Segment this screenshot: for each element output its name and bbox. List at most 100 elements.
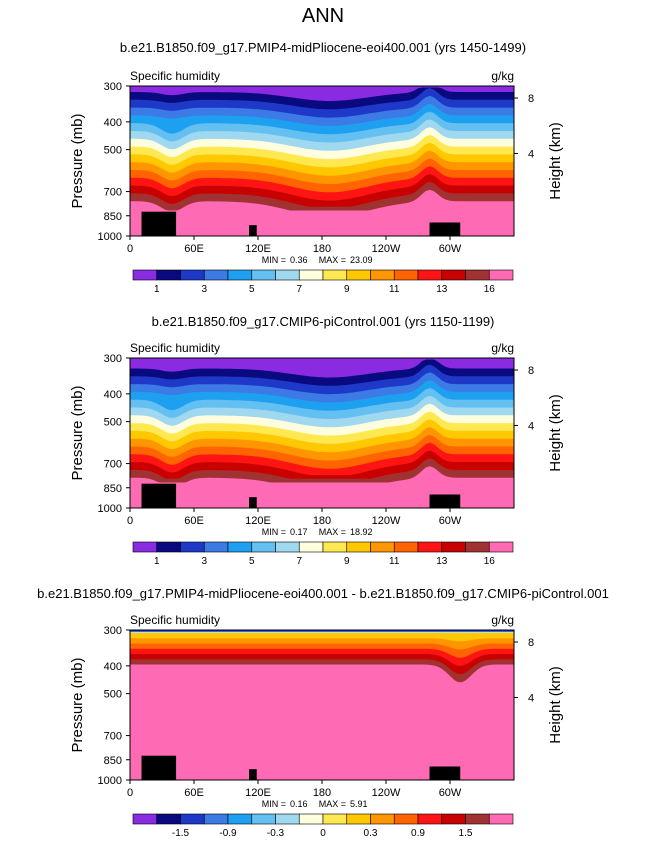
max-value: 5.91 [350,799,368,809]
colorbar-swatch-13 [417,269,443,281]
xtick-label: 60W [439,515,462,527]
colorbar-swatch-9 [322,269,348,281]
chart-panel-2: b.e21.B1850.f09_g17.CMIP6-piControl.001 … [69,314,564,567]
y2tick-label: 4 [528,149,534,161]
min-label: MIN = [262,255,286,265]
colorbar-swatch-12 [393,269,419,281]
colorbar-swatch-13 [417,541,443,553]
colorbar-swatch-4 [203,541,229,553]
colorbar-swatch-16 [488,541,514,553]
colorbar-swatch-8 [298,541,324,553]
xtick-label: 180 [313,787,331,799]
colorbar-label: 13 [436,284,448,295]
colorbar-label: 9 [344,284,350,295]
contour-band-1 [130,358,514,378]
xtick-label: 0 [127,243,133,255]
colorbar-swatch-3 [180,813,205,825]
contour-band-1 [130,86,514,101]
colorbar-swatch-10 [346,813,371,825]
units-label: g/kg [491,69,514,83]
xtick-label: 120W [372,515,401,527]
units-label: g/kg [491,341,514,355]
colorbar-label: 11 [389,556,400,567]
colorbar-label: 11 [389,284,400,295]
colorbar-swatch-1 [132,541,158,553]
colorbar-swatch-4 [203,813,229,825]
terrain-block-4 [429,222,461,236]
terrain-block-2 [149,225,169,236]
colorbar-label: 1 [154,284,160,295]
min-label: MIN = [262,799,286,809]
ytick-label: 300 [104,81,122,93]
colorbar-label: 3 [201,556,207,567]
colorbar-swatch-15 [465,269,490,281]
y2tick-label: 4 [528,693,534,705]
colorbar-swatch-1 [132,813,158,825]
ytick-label: 500 [104,145,122,157]
colorbar-swatch-8 [298,813,324,825]
xtick-label: 120E [245,787,271,799]
xtick-label: 0 [127,787,133,799]
xtick-label: 0 [127,515,133,527]
colorbar-label: 9 [344,556,350,567]
panels-group: b.e21.B1850.f09_g17.PMIP4-midPliocene-eo… [37,40,609,839]
terrain-block-3 [249,497,257,508]
ytick-label: 850 [104,755,122,767]
panel-title: b.e21.B1850.f09_g17.PMIP4-midPliocene-eo… [37,586,609,601]
colorbar-swatch-15 [465,813,490,825]
ytick-label: 700 [104,459,122,471]
colorbar-swatch-7 [275,813,300,825]
ytick-label: 500 [104,417,122,429]
y2tick-label: 4 [528,421,534,433]
max-label: MAX = [319,799,346,809]
colorbar-swatch-1 [132,269,158,281]
colorbar-swatch-5 [227,269,253,281]
field-label: Specific humidity [130,341,220,355]
colorbar-swatch-16 [488,813,514,825]
colorbar-swatch-12 [393,813,419,825]
colorbar-label: 7 [296,284,302,295]
y-axis-label: Pressure (mb) [69,385,86,480]
colorbar-swatch-11 [370,813,395,825]
colorbar-swatch-5 [227,813,253,825]
colorbar-swatch-10 [346,269,371,281]
colorbar-label: 0.3 [364,828,378,839]
colorbar-swatch-7 [275,269,300,281]
max-value: 23.09 [350,255,373,265]
ytick-label: 1000 [98,775,122,787]
ytick-label: 700 [104,731,122,743]
xtick-label: 120E [245,515,271,527]
ytick-label: 1000 [98,231,122,243]
colorbar-swatch-14 [441,813,466,825]
colorbar-swatch-14 [441,541,466,553]
ytick-label: 1000 [98,503,122,515]
y2tick-label: 8 [528,365,534,377]
y2-axis-label: Height (km) [547,666,564,744]
colorbar-label: 0 [320,828,326,839]
colorbar-swatch-3 [180,541,205,553]
colorbar-label: 1 [154,556,160,567]
panel-title: b.e21.B1850.f09_g17.CMIP6-piControl.001 … [152,314,495,329]
terrain-block-3 [249,769,257,780]
ytick-label: 300 [104,625,122,637]
colorbar-label: 5 [249,284,255,295]
colorbar-label: 3 [201,284,207,295]
y2tick-label: 8 [528,93,534,105]
colorbar-swatch-5 [227,541,253,553]
colorbar-swatch-8 [298,269,324,281]
colorbar-swatch-16 [488,269,514,281]
ytick-label: 500 [104,689,122,701]
colorbar-swatch-11 [370,541,395,553]
terrain-block-4 [429,766,461,780]
chart-panel-3: b.e21.B1850.f09_g17.PMIP4-midPliocene-eo… [37,586,609,839]
terrain-block-4 [429,494,461,508]
xtick-label: 180 [313,515,331,527]
colorbar-label: 16 [484,556,496,567]
colorbar-label: 5 [249,556,255,567]
colorbar-swatch-15 [465,541,490,553]
colorbar-swatch-10 [346,541,371,553]
units-label: g/kg [491,613,514,627]
colorbar-label: 1.5 [459,828,473,839]
colorbar-swatch-6 [251,813,276,825]
